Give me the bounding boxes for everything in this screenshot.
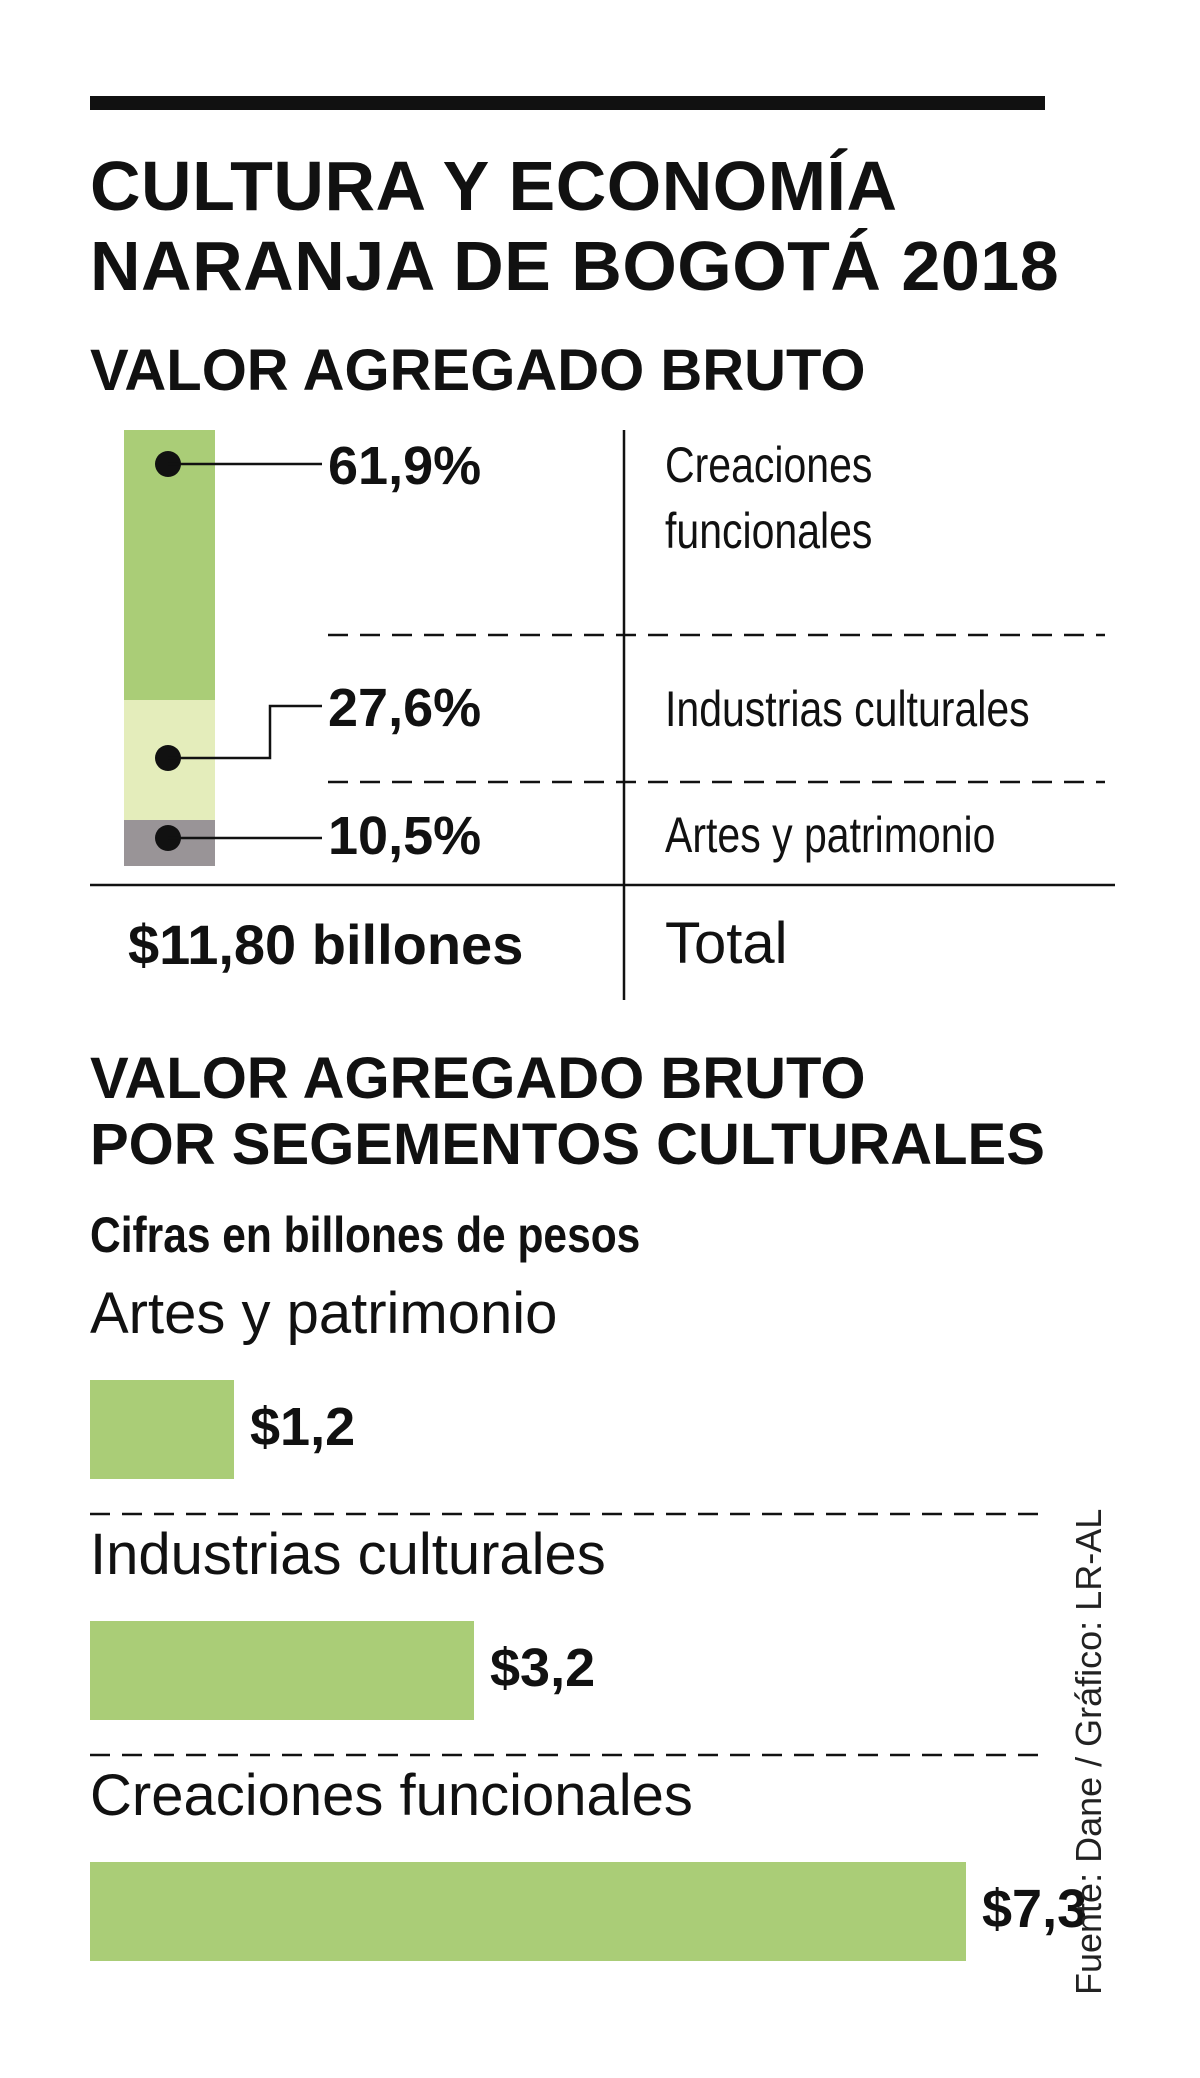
page-title: CULTURA Y ECONOMÍA NARANJA DE BOGOTÁ 201…	[90, 146, 1059, 306]
total-label: Total	[665, 911, 788, 976]
pct-artes: 10,5%	[328, 806, 482, 866]
pct-creaciones: 61,9%	[328, 436, 482, 496]
title-line-2: NARANJA DE BOGOTÁ 2018	[90, 227, 1060, 305]
bar-category-label: Industrias culturales	[90, 1522, 606, 1587]
total-value: $11,80 billones	[128, 913, 524, 976]
bar-value-label: $1,2	[250, 1397, 356, 1457]
leader-line-industrias	[168, 704, 322, 760]
bar-category-label: Artes y patrimonio	[90, 1281, 558, 1346]
pct-industrias: 27,6%	[328, 678, 482, 738]
bar	[90, 1621, 474, 1720]
bar	[90, 1380, 234, 1479]
section2-title: VALOR AGREGADO BRUTO POR SEGEMENTOS CULT…	[90, 1046, 1045, 1178]
bar-category-label: Creaciones funcionales	[90, 1763, 693, 1828]
section2-title-line2: POR SEGEMENTOS CULTURALES	[90, 1112, 1045, 1177]
title-line-1: CULTURA Y ECONOMÍA	[90, 147, 898, 225]
label-creaciones: Creaciones funcionales	[665, 432, 872, 564]
bar-value-label: $3,2	[490, 1638, 596, 1698]
label-creaciones-line1: Creaciones	[665, 437, 873, 493]
label-artes: Artes y patrimonio	[665, 807, 996, 863]
source-credit: Fuente: Dane / Gráfico: LR-AL	[1068, 1508, 1109, 1995]
section1-title: VALOR AGREGADO BRUTO	[90, 338, 866, 403]
bar-value-label: $7,3	[982, 1879, 1088, 1939]
top-rule	[90, 96, 1045, 110]
bar	[90, 1862, 966, 1961]
label-industrias: Industrias culturales	[665, 681, 1030, 737]
units-note: Cifras en billones de pesos	[90, 1207, 641, 1263]
section2-title-line1: VALOR AGREGADO BRUTO	[90, 1046, 866, 1111]
label-creaciones-line2: funcionales	[665, 503, 873, 559]
